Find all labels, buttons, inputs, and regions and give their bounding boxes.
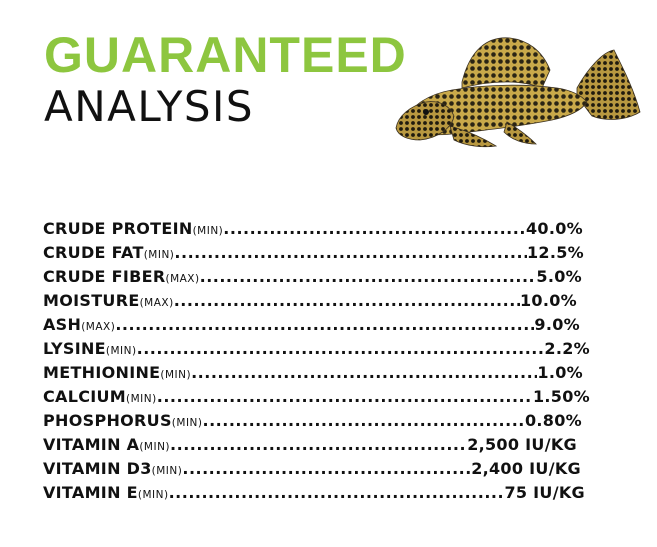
analysis-row: MOISTURE(MAX)...........................… <box>43 289 633 313</box>
nutrient-name: METHIONINE <box>43 363 161 382</box>
analysis-row: VITAMIN E(MIN)..........................… <box>43 481 633 505</box>
guaranteed-analysis-table: CRUDE PROTEIN(MIN)......................… <box>43 217 633 505</box>
nutrient-qualifier: (MIN) <box>143 249 175 261</box>
nutrient-name: CRUDE FAT <box>43 243 144 262</box>
leader-dots: ........................................… <box>199 267 537 286</box>
nutrient-value: 40.0% <box>525 217 583 241</box>
leader-dots: ........................................… <box>136 339 545 358</box>
nutrient-name: VITAMIN E <box>43 483 138 502</box>
leader-dots: ........................................… <box>191 363 537 382</box>
nutrient-name: MOISTURE <box>43 291 140 310</box>
leader-dots: ........................................… <box>156 387 533 406</box>
nutrient-name: PHOSPHORUS <box>43 411 172 430</box>
title-guaranteed: GUARANTEED <box>44 27 407 83</box>
nutrient-value: 5.0% <box>536 265 582 289</box>
pleco-fish-image <box>395 37 641 148</box>
title-analysis: ANALYSIS <box>44 82 255 131</box>
analysis-row: CRUDE FAT(MIN)..........................… <box>43 241 633 265</box>
analysis-row: VITAMIN A(MIN)..........................… <box>43 433 633 457</box>
leader-dots: ........................................… <box>223 219 526 238</box>
nutrient-qualifier: (MIN) <box>151 465 183 477</box>
nutrient-value: 12.5% <box>526 241 584 265</box>
nutrient-name: CALCIUM <box>43 387 127 406</box>
leader-dots: ........................................… <box>170 435 467 454</box>
nutrient-qualifier: (MAX) <box>165 273 200 285</box>
nutrient-name: LYSINE <box>43 339 106 358</box>
nutrient-value: 9.0% <box>534 313 580 337</box>
nutrient-qualifier: (MAX) <box>81 321 116 333</box>
analysis-row: VITAMIN D3(MIN).........................… <box>43 457 633 481</box>
nutrient-value: 2,500 IU/KG <box>467 433 577 457</box>
analysis-row: METHIONINE(MIN).........................… <box>43 361 633 385</box>
nutrient-qualifier: (MIN) <box>137 489 169 501</box>
analysis-row: ASH(MAX)................................… <box>43 313 633 337</box>
nutrient-name: VITAMIN D3 <box>43 459 152 478</box>
nutrient-value: 1.0% <box>537 361 583 385</box>
nutrient-name: ASH <box>43 315 82 334</box>
nutrient-value: 10.0% <box>519 289 577 313</box>
nutrient-value: 0.80% <box>524 409 582 433</box>
leader-dots: ........................................… <box>115 315 534 334</box>
nutrient-value: 2,400 IU/KG <box>471 457 581 481</box>
nutrient-name: CRUDE FIBER <box>43 267 166 286</box>
analysis-row: CRUDE FIBER(MAX)........................… <box>43 265 633 289</box>
leader-dots: ........................................… <box>173 291 520 310</box>
leader-dots: ........................................… <box>202 411 525 430</box>
nutrient-qualifier: (MIN) <box>126 393 157 405</box>
nutrient-value: 2.2% <box>544 337 590 361</box>
analysis-row: CALCIUM(MIN)............................… <box>43 385 633 409</box>
nutrient-qualifier: (MIN) <box>171 417 203 429</box>
analysis-row: LYSINE(MIN).............................… <box>43 337 633 361</box>
nutrient-qualifier: (MIN) <box>105 345 137 357</box>
leader-dots: ........................................… <box>174 243 527 262</box>
nutrient-name: VITAMIN A <box>43 435 140 454</box>
nutrient-value: 1.50% <box>532 385 590 409</box>
analysis-row: CRUDE PROTEIN(MIN)......................… <box>43 217 633 241</box>
nutrient-qualifier: (MIN) <box>192 225 224 237</box>
nutrient-qualifier: (MIN) <box>139 441 171 453</box>
analysis-row: PHOSPHORUS(MIN).........................… <box>43 409 633 433</box>
nutrient-qualifier: (MIN) <box>160 369 192 381</box>
leader-dots: ........................................… <box>168 483 505 502</box>
nutrient-value: 75 IU/KG <box>504 481 585 505</box>
nutrient-qualifier: (MAX) <box>139 297 174 309</box>
leader-dots: ........................................… <box>182 459 472 478</box>
nutrient-name: CRUDE PROTEIN <box>43 219 193 238</box>
